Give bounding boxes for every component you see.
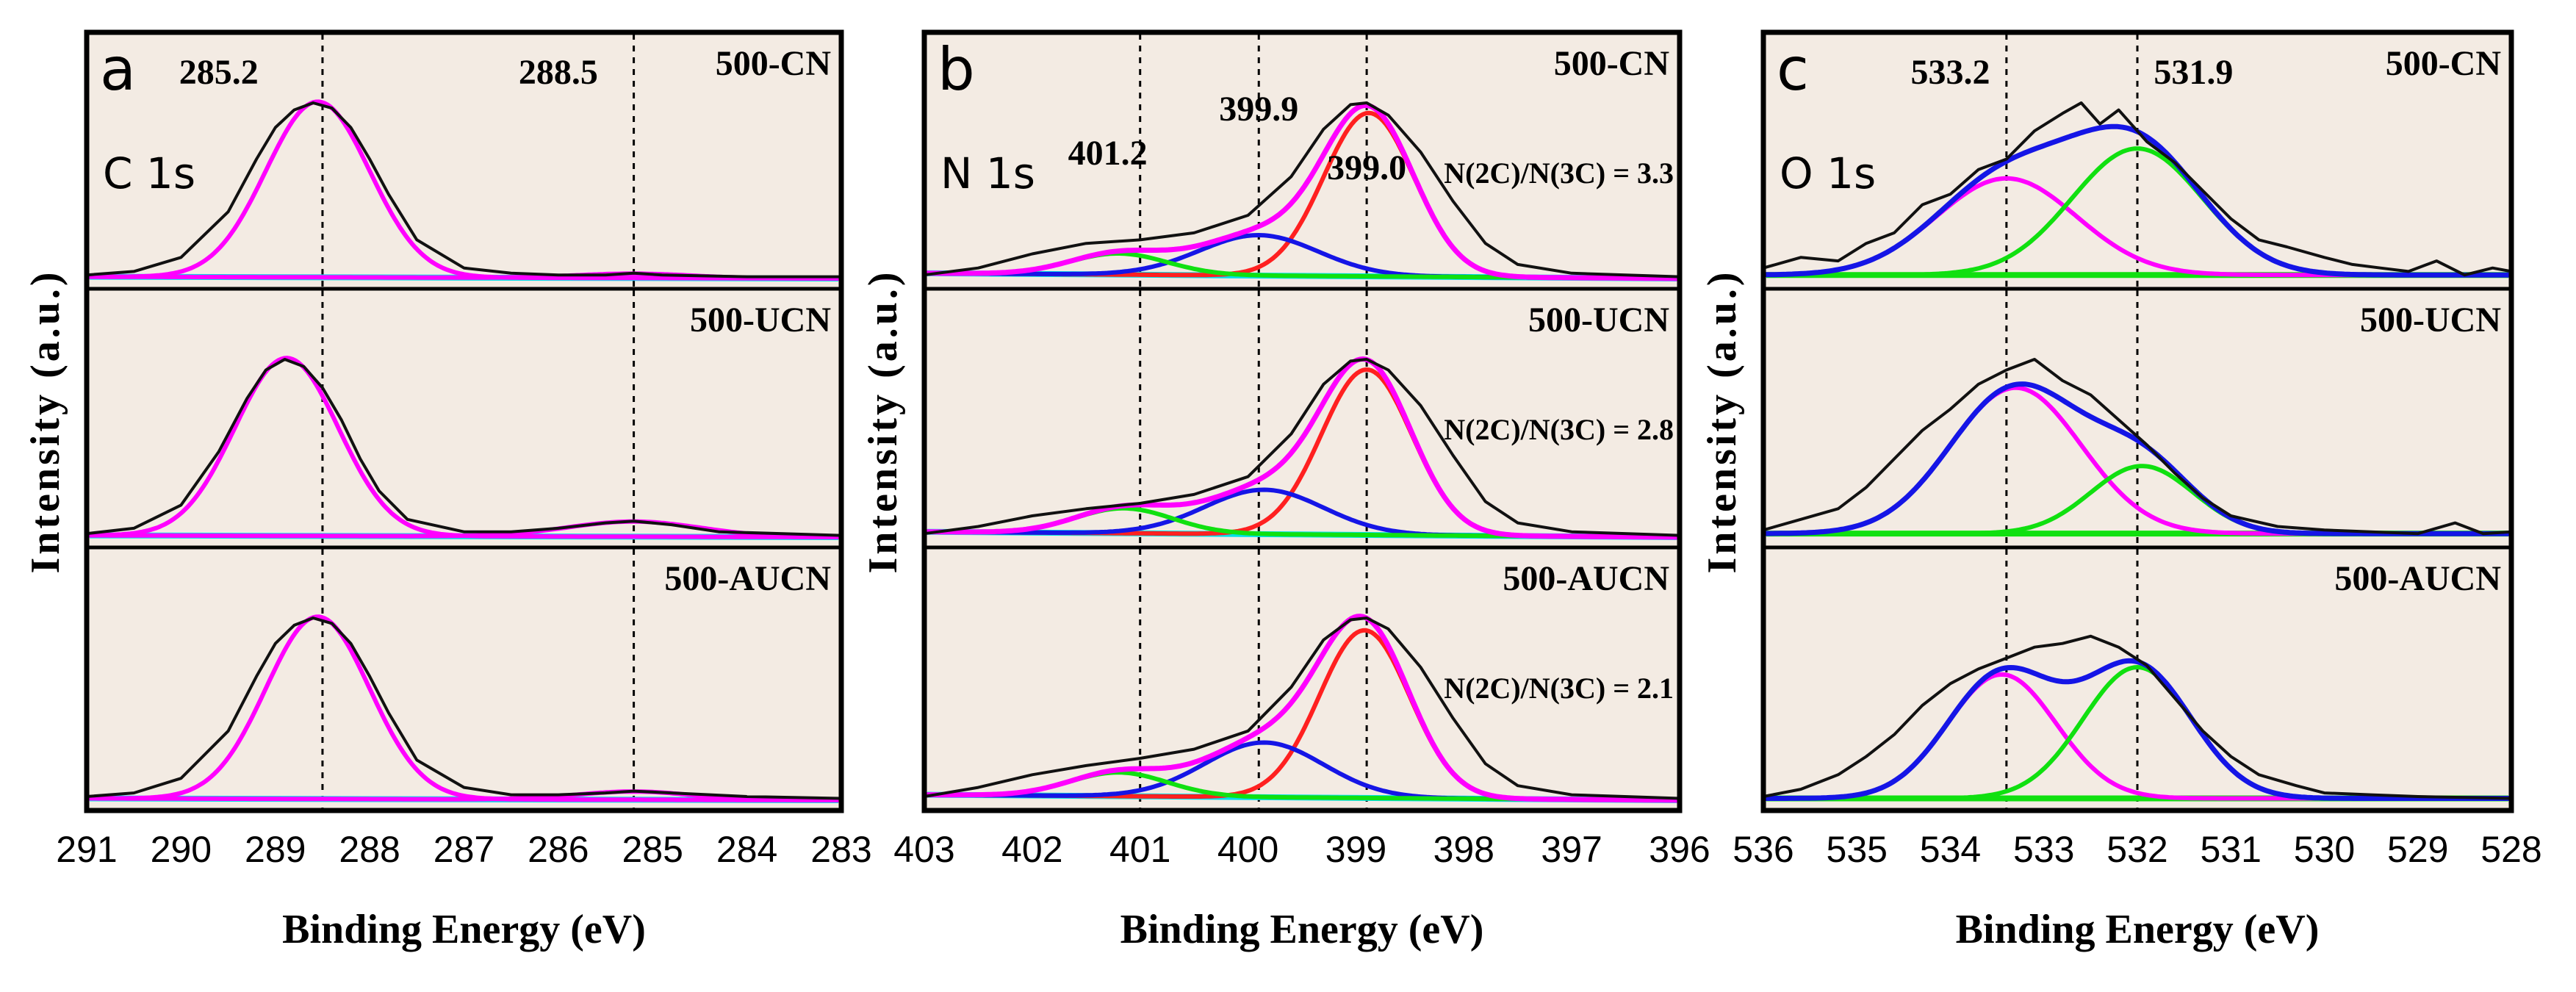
peak-label: 401.2 — [1068, 134, 1148, 173]
x-tick-label: 529 — [2387, 829, 2448, 870]
core-level-label: N 1s — [940, 148, 1035, 198]
sample-label: 500-UCN — [2360, 301, 2501, 339]
subplot-500-AUCN: 500-AUCN N(2C)/N(3C) = 2.1 — [922, 545, 1682, 813]
panel-letter: a — [100, 35, 136, 104]
x-tick-label: 531 — [2201, 829, 2262, 870]
subplot-500-CN: 500-CN — [84, 30, 843, 291]
panel-letter: c — [1777, 35, 1809, 104]
raw-data-curve — [1763, 101, 2512, 277]
x-tick-label: 400 — [1217, 829, 1278, 870]
x-tick-label: 535 — [1827, 829, 1888, 870]
ratio-label: N(2C)/N(3C) = 2.8 — [1444, 413, 1674, 446]
sample-label: 500-AUCN — [2334, 559, 2501, 598]
panel-frame — [1760, 29, 2514, 813]
ratio-label: N(2C)/N(3C) = 3.3 — [1444, 157, 1674, 190]
sample-label: 500-AUCN — [1503, 559, 1669, 598]
core-level-label: O 1s — [1780, 148, 1876, 198]
x-tick-label: 528 — [2480, 829, 2541, 870]
fit-peak-magenta — [87, 789, 841, 802]
peak-label: 399.0 — [1327, 148, 1406, 187]
fit-peak-magenta — [87, 519, 842, 539]
y-axis-title: Intensity (a.u.) — [860, 269, 906, 573]
x-tick-label: 536 — [1733, 829, 1794, 870]
x-tick-label: 530 — [2294, 829, 2355, 870]
x-tick-label: 396 — [1649, 829, 1710, 870]
raw-data-curve — [924, 101, 1680, 278]
x-tick-label: 401 — [1109, 829, 1170, 870]
sample-label: 500-UCN — [1528, 301, 1669, 339]
x-tick-label: 286 — [528, 829, 589, 870]
x-tick-label: 287 — [433, 829, 494, 870]
peak-label: 285.2 — [179, 53, 259, 92]
peak-label: 288.5 — [519, 53, 598, 92]
envelope-curve — [924, 356, 1680, 540]
x-tick-label: 397 — [1541, 829, 1602, 870]
sample-label: 500-UCN — [690, 301, 831, 339]
sample-label: 500-CN — [716, 44, 832, 83]
raw-data-curve — [86, 101, 841, 278]
peak-label: 399.9 — [1219, 90, 1298, 129]
fit-peak-magenta — [87, 614, 841, 802]
panel-frame — [84, 29, 844, 813]
y-axis-title: Intensity (a.u.) — [1699, 269, 1745, 573]
panel-background — [87, 32, 841, 811]
sample-label: 500-CN — [1554, 44, 1670, 83]
x-tick-label: 284 — [716, 829, 777, 870]
raw-data-curve — [924, 617, 1680, 800]
x-tick-label: 289 — [245, 829, 306, 870]
panel-c: 500-CN 500-UCN 500-AUCN c O 1s 533.2 531.9 536 5… — [1699, 29, 2542, 952]
raw-data-curve — [86, 617, 842, 800]
envelope-curve — [924, 102, 1680, 281]
x-tick-label: 532 — [2107, 829, 2167, 870]
x-tick-label: 285 — [622, 829, 683, 870]
x-tick-label: 399 — [1325, 829, 1386, 870]
panel-b: 500-CN N(2C)/N(3C) = 3.3 500-UCN N(2C)/N(3C… — [860, 29, 1710, 952]
x-tick-label: 533 — [2013, 829, 2074, 870]
raw-data-curve — [1763, 358, 2512, 536]
x-tick-label: 290 — [151, 829, 212, 870]
envelope-curve — [924, 614, 1680, 803]
raw-data-curve — [924, 358, 1680, 537]
x-tick-label: 291 — [56, 829, 117, 870]
panel-a: 500-CN 500-UCN 500-AUCN a C 1s 285.2 288.5 291 2… — [23, 29, 872, 952]
panel-letter: b — [938, 35, 975, 104]
panel-frame — [921, 29, 1683, 813]
x-tick-label: 534 — [1920, 829, 1981, 870]
x-axis-title: Binding Energy (eV) — [282, 907, 646, 952]
raw-data-curve — [86, 358, 842, 537]
sample-label: 500-AUCN — [664, 559, 831, 598]
core-level-label: C 1s — [103, 148, 195, 198]
x-tick-label: 283 — [810, 829, 871, 870]
ratio-label: N(2C)/N(3C) = 2.1 — [1444, 672, 1674, 705]
raw-data-curve — [1763, 634, 2512, 800]
x-tick-label: 288 — [339, 829, 400, 870]
x-tick-label: 398 — [1433, 829, 1494, 870]
x-axis-title: Binding Energy (eV) — [1120, 907, 1484, 952]
x-axis-title: Binding Energy (eV) — [1956, 907, 2320, 952]
x-tick-label: 402 — [1001, 829, 1062, 870]
y-axis-title: Intensity (a.u.) — [23, 269, 68, 573]
sample-label: 500-CN — [2386, 44, 2502, 83]
peak-label: 531.9 — [2154, 53, 2233, 92]
x-tick-label: 403 — [893, 829, 954, 870]
peak-label: 533.2 — [1911, 53, 1990, 92]
subplot-500-CN: 500-CN N(2C)/N(3C) = 3.3 — [922, 30, 1682, 291]
envelope-curve — [1763, 658, 2511, 801]
